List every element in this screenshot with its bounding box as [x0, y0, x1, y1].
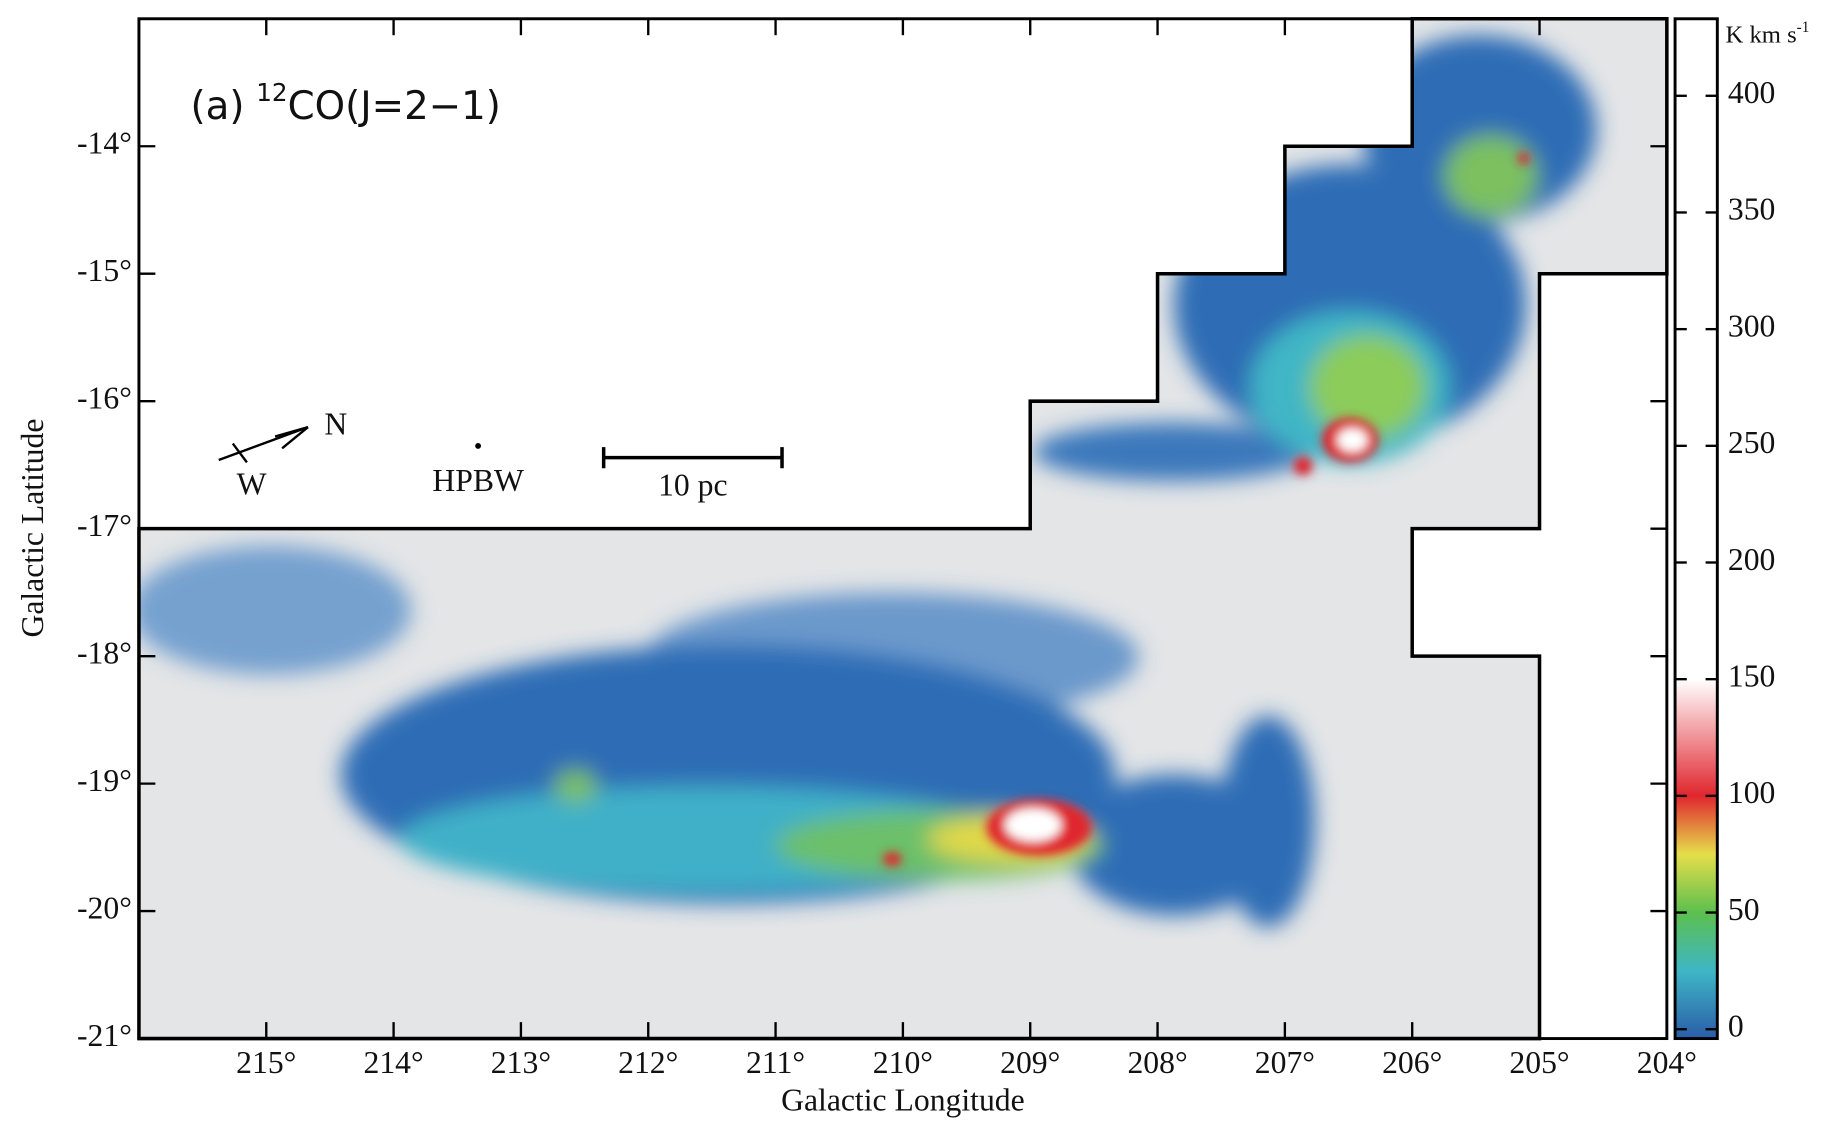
- x-tick-label: 209°: [1000, 1045, 1060, 1080]
- beam-label: HPBW: [432, 463, 524, 498]
- title-line: CO(J=2−1): [288, 83, 501, 128]
- compass: [218, 426, 309, 464]
- west-label: W: [237, 466, 267, 501]
- colorbar-tick-label: 250: [1728, 425, 1776, 460]
- colorbar-tick-label: 150: [1728, 658, 1776, 693]
- colorbar-tick-label: 350: [1728, 192, 1776, 227]
- beam: [475, 443, 482, 449]
- north-label: N: [324, 406, 347, 441]
- title-isotope: 12: [256, 78, 287, 107]
- colorbar-tick-label: 200: [1728, 542, 1776, 577]
- x-tick-label: 207°: [1255, 1045, 1315, 1080]
- x-tick-label: 215°: [236, 1045, 296, 1080]
- colorbar-unit: K km s-1: [1726, 19, 1810, 48]
- unit-text: K km s: [1726, 21, 1797, 48]
- y-axis-label: Galactic Latitude: [15, 419, 50, 638]
- colorbar-tick-label: 100: [1728, 775, 1776, 810]
- x-tick-label: 210°: [873, 1045, 933, 1080]
- peaks: [882, 152, 1530, 867]
- ticks: [138, 18, 1669, 1040]
- x-tick-label: 204°: [1637, 1045, 1697, 1080]
- y-tick-label: -19°: [77, 763, 132, 798]
- colorbar-tick-label: 300: [1728, 308, 1776, 343]
- x-tick-label: 206°: [1382, 1045, 1442, 1080]
- x-tick-label: 205°: [1509, 1045, 1569, 1080]
- colorbar-tick-label: 0: [1728, 1008, 1744, 1043]
- y-tick-label: -15°: [77, 253, 132, 288]
- colorbar-tick-label: 50: [1728, 892, 1760, 927]
- panel-title: (a) 12CO(J=2−1): [191, 78, 501, 129]
- y-tick-label: -18°: [77, 635, 132, 670]
- x-axis-label: Galactic Longitude: [781, 1082, 1025, 1117]
- x-tick-label: 213°: [491, 1045, 551, 1080]
- y-tick-label: -21°: [77, 1018, 132, 1053]
- unit-power: -1: [1797, 19, 1810, 36]
- scale-label: 10 pc: [658, 467, 727, 502]
- colorbar: [1673, 17, 1719, 1041]
- x-tick-label: 214°: [363, 1045, 423, 1080]
- x-tick-label: 212°: [618, 1045, 678, 1080]
- x-tick-label: 208°: [1127, 1045, 1187, 1080]
- colorbar-tick-label: 400: [1728, 75, 1776, 110]
- x-tick-label: 211°: [746, 1045, 805, 1080]
- y-tick-label: -20°: [77, 890, 132, 925]
- y-tick-label: -14°: [77, 126, 132, 161]
- scale-bar: [601, 447, 784, 469]
- y-tick-label: -17°: [77, 508, 132, 543]
- y-tick-label: -16°: [77, 380, 132, 415]
- title-prefix: (a): [191, 83, 245, 128]
